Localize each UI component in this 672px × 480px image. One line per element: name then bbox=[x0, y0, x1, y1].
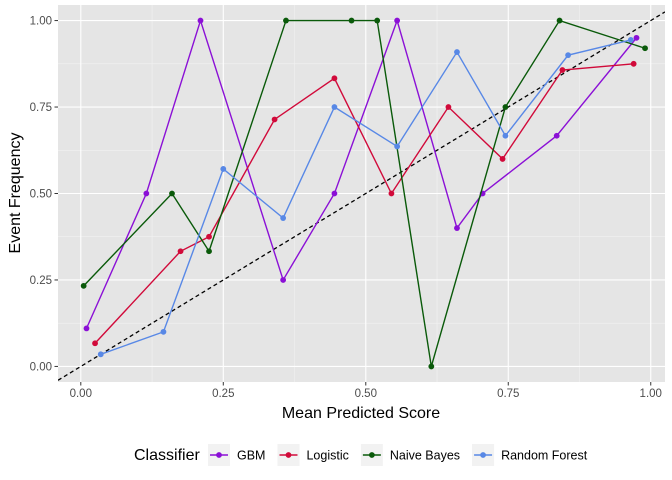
data-point-random-forest bbox=[280, 215, 287, 221]
data-point-gbm bbox=[553, 132, 560, 139]
series-logistic bbox=[92, 60, 637, 347]
legend-key-point bbox=[368, 452, 375, 458]
legend-item-logistic: Logistic bbox=[277, 444, 349, 466]
series-line-gbm bbox=[85, 18, 638, 329]
series-line-naive-bayes bbox=[83, 19, 646, 367]
y-tick-label: 0.00 bbox=[30, 361, 52, 373]
legend-item-random-forest: Random Forest bbox=[472, 444, 588, 466]
data-point-naive-bayes bbox=[169, 190, 175, 197]
series-random-forest bbox=[97, 37, 634, 358]
data-point-logistic bbox=[271, 116, 278, 123]
x-tick-label: 0.50 bbox=[355, 388, 377, 400]
x-axis-title: Mean Predicted Score bbox=[282, 405, 440, 422]
data-point-random-forest bbox=[454, 49, 460, 55]
data-point-gbm bbox=[280, 277, 287, 283]
y-tick-label: 0.75 bbox=[30, 102, 52, 114]
data-point-gbm bbox=[83, 325, 90, 332]
legend-item-gbm: GBM bbox=[208, 444, 265, 466]
data-point-logistic bbox=[445, 104, 452, 110]
data-point-random-forest bbox=[331, 104, 338, 110]
x-axis-ticks: 0.00 0.25 0.50 0.75 1.00 bbox=[70, 382, 662, 400]
data-point-random-forest bbox=[220, 166, 227, 172]
legend: Classifier GBM Logistic Naive Bayes Random … bbox=[134, 444, 588, 466]
data-point-logistic bbox=[499, 156, 506, 162]
data-point-naive-bayes bbox=[283, 17, 289, 24]
data-point-naive-bayes bbox=[502, 104, 509, 110]
x-tick-label: 0.75 bbox=[497, 388, 519, 400]
data-point-logistic bbox=[559, 67, 566, 73]
legend-key-point bbox=[285, 452, 292, 458]
y-axis-title: Event Frequency bbox=[7, 133, 24, 254]
series-line-random-forest bbox=[100, 39, 631, 355]
data-point-random-forest bbox=[627, 37, 634, 43]
data-point-gbm bbox=[394, 17, 401, 24]
legend-label: Naive Bayes bbox=[390, 449, 460, 463]
data-point-random-forest bbox=[394, 143, 401, 150]
data-point-gbm bbox=[331, 190, 338, 197]
data-point-gbm bbox=[633, 34, 640, 41]
data-point-gbm bbox=[197, 17, 204, 24]
y-tick-label: 1.00 bbox=[30, 16, 52, 28]
data-point-random-forest bbox=[565, 52, 572, 59]
y-tick-label: 0.50 bbox=[30, 189, 52, 201]
data-point-logistic bbox=[388, 190, 395, 197]
data-point-random-forest bbox=[160, 328, 167, 335]
legend-key-point bbox=[216, 452, 222, 458]
data-point-naive-bayes bbox=[80, 282, 87, 289]
data-point-naive-bayes bbox=[348, 17, 355, 24]
series-gbm bbox=[83, 17, 640, 332]
data-point-logistic bbox=[206, 233, 212, 240]
data-point-naive-bayes bbox=[428, 363, 435, 370]
legend-item-naive-bayes: Naive Bayes bbox=[360, 444, 460, 466]
legend-key-point bbox=[480, 452, 486, 458]
data-point-random-forest bbox=[502, 132, 509, 139]
x-tick-label: 0.00 bbox=[70, 388, 92, 400]
data-point-logistic bbox=[92, 340, 98, 347]
series-line-logistic bbox=[94, 63, 634, 344]
y-tick-label: 0.25 bbox=[30, 275, 52, 287]
data-point-naive-bayes bbox=[374, 17, 381, 24]
data-point-naive-bayes bbox=[206, 248, 212, 255]
legend-label: Random Forest bbox=[501, 449, 588, 463]
data-point-naive-bayes bbox=[556, 17, 563, 24]
data-point-gbm bbox=[454, 225, 460, 231]
data-point-gbm bbox=[143, 190, 150, 197]
data-point-logistic bbox=[177, 248, 184, 255]
data-point-logistic bbox=[331, 75, 338, 82]
legend-title: Classifier bbox=[134, 447, 200, 464]
x-tick-label: 1.00 bbox=[640, 388, 662, 400]
legend-label: GBM bbox=[237, 449, 265, 463]
data-point-naive-bayes bbox=[642, 45, 648, 52]
series-naive-bayes bbox=[80, 17, 648, 370]
legend-label: Logistic bbox=[306, 449, 348, 463]
y-axis-ticks: 0.00 0.25 0.50 0.75 1.00 bbox=[30, 16, 58, 373]
data-point-random-forest bbox=[97, 351, 104, 358]
x-tick-label: 0.25 bbox=[212, 388, 234, 400]
data-point-logistic bbox=[630, 60, 637, 67]
reference-diagonal bbox=[58, 11, 665, 381]
series-layer bbox=[80, 17, 648, 370]
